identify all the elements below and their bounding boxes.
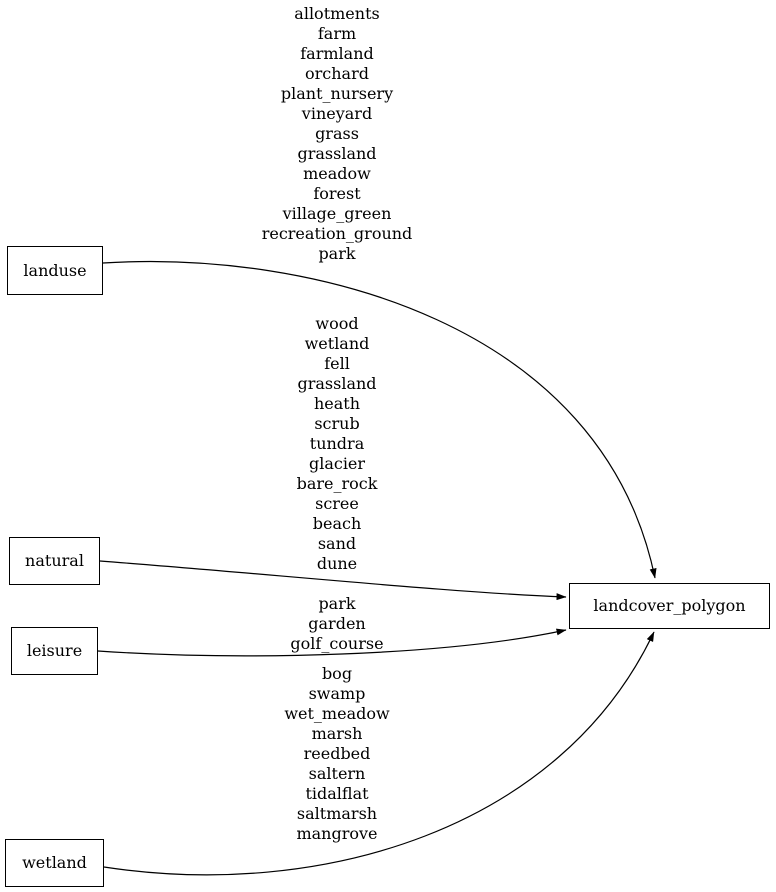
edge-leisure-to-landcover-polygon: [97, 628, 567, 657]
node-natural-label: natural: [25, 551, 84, 570]
node-leisure-label: leisure: [26, 641, 83, 660]
node-landuse: landuse: [7, 246, 103, 295]
edge-label-landuse-values: allotments farm farmland orchard plant_n…: [261, 4, 413, 263]
node-landcover-polygon-label: landcover_polygon: [593, 596, 746, 615]
edge-label-wetland-values: bog swamp wet_meadow marsh reedbed salte…: [284, 664, 390, 843]
node-wetland-label: wetland: [22, 853, 87, 872]
node-leisure: leisure: [11, 627, 98, 675]
node-natural: natural: [9, 537, 100, 585]
edge-wetland-to-landcover-polygon: [103, 631, 655, 876]
edge-landuse-to-landcover-polygon: [102, 260, 657, 579]
node-wetland: wetland: [5, 839, 104, 887]
edge-label-leisure-values: park garden golf_course: [290, 594, 384, 653]
node-landuse-label: landuse: [23, 260, 87, 280]
edge-label-natural-values: wood wetland fell grassland heath scrub …: [296, 314, 378, 573]
edge-natural-to-landcover-polygon: [99, 560, 567, 601]
node-landcover-polygon: landcover_polygon: [569, 583, 770, 629]
